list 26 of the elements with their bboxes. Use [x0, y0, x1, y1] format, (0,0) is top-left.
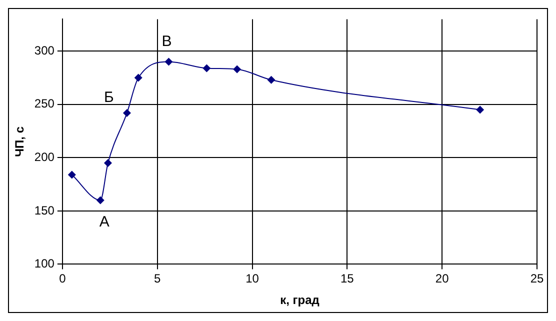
annotation: Б [104, 89, 114, 106]
x-tick-label: 5 [154, 272, 161, 286]
point [122, 108, 131, 117]
point [233, 65, 242, 74]
point [267, 76, 276, 84]
x-tick-label: 20 [435, 272, 450, 286]
x-tick-label: 0 [59, 272, 66, 286]
x-tick-label: 15 [340, 272, 354, 286]
annotation: В [162, 32, 172, 50]
x-tick-label: 25 [530, 272, 544, 286]
point [202, 64, 211, 72]
point [476, 106, 484, 114]
x-tick-label: 10 [246, 272, 260, 286]
point [68, 170, 76, 179]
y-tick-label: 100 [34, 256, 55, 271]
y-axis-title: ЧП, с [12, 126, 27, 157]
point [134, 74, 142, 82]
point [164, 58, 173, 66]
y-tick-label: 200 [34, 150, 55, 164]
y-tick-label: 300 [34, 43, 55, 58]
point [96, 196, 104, 204]
annotation: А [99, 213, 110, 230]
x-axis-title: к, град [280, 293, 320, 308]
point [104, 159, 112, 168]
y-tick-label: 150 [34, 203, 55, 218]
y-tick-label: 250 [34, 96, 55, 111]
